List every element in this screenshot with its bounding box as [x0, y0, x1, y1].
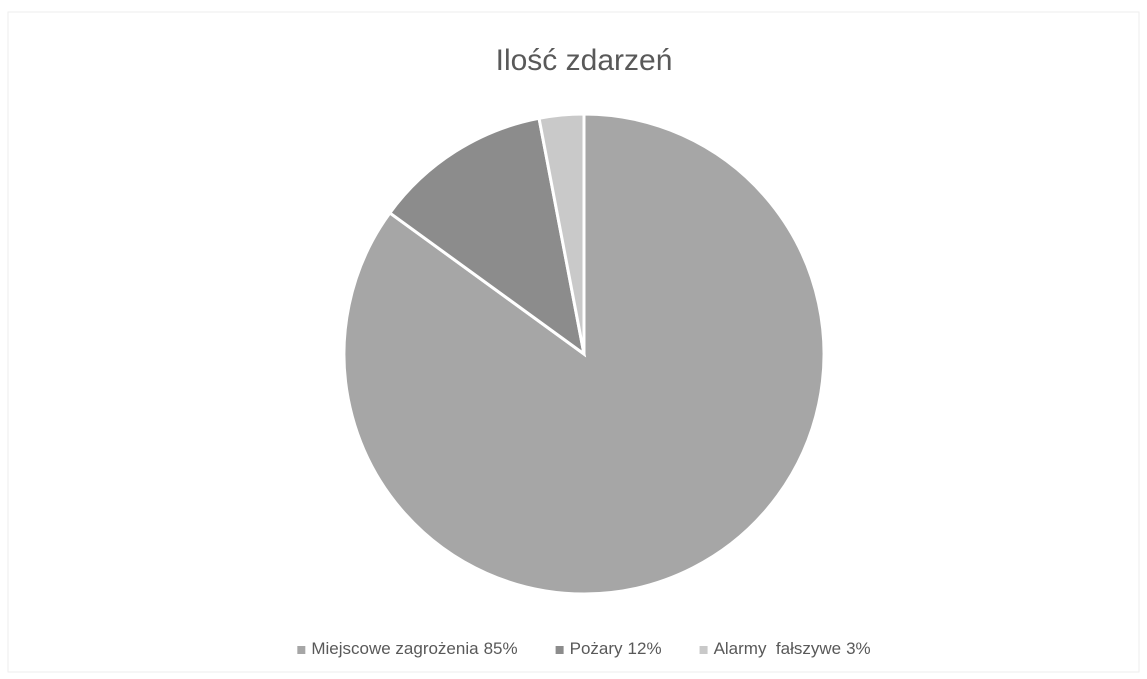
pie-slice: [537, 112, 586, 355]
legend: Miejscowe zagrożenia 85% Pożary 12% Alarmy f…: [297, 639, 871, 658]
legend-value: 3%: [846, 639, 871, 658]
legend-label: Pożary 12%: [570, 639, 662, 658]
legend-marker: [555, 646, 564, 654]
legend-category: Pożary: [570, 639, 623, 658]
pie-slice: [387, 116, 587, 358]
legend-label: Alarmy fałszywe 3%: [714, 639, 871, 658]
legend-label: Miejscowe zagrożenia 85%: [311, 639, 517, 658]
legend-marker: [297, 646, 306, 654]
legend-value: 12%: [628, 639, 662, 658]
legend-value: 85%: [484, 639, 518, 658]
legend-marker: [699, 646, 708, 654]
legend-category: Miejscowe zagrożenia: [311, 639, 479, 658]
legend-category: Alarmy fałszywe: [714, 639, 842, 658]
chart-title: Ilość zdarzeń: [496, 44, 673, 77]
